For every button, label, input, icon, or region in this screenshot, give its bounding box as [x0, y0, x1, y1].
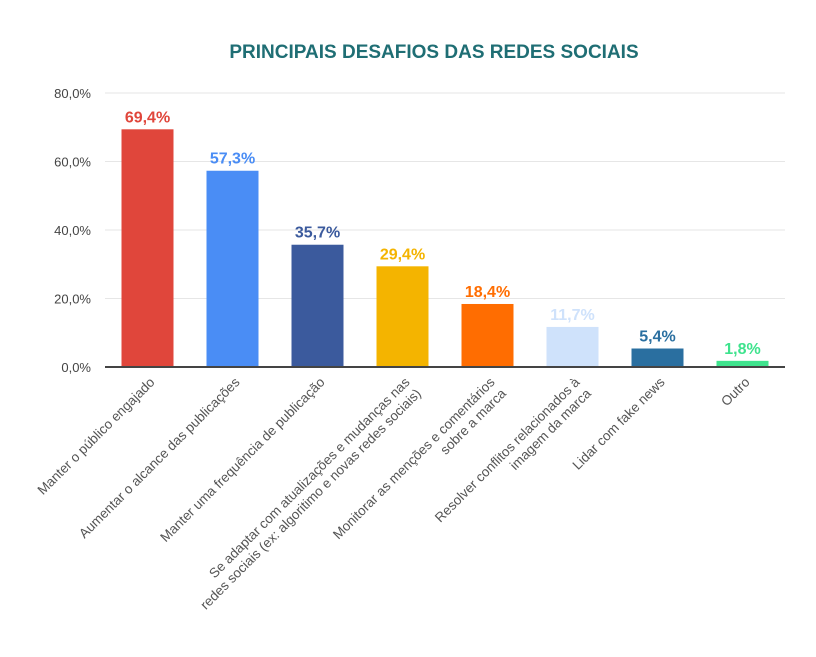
y-tick-label: 60,0% [54, 155, 91, 170]
category-label-line: Outro [718, 375, 752, 409]
bar [376, 266, 429, 367]
data-label: 29,4% [380, 246, 425, 263]
data-label: 35,7% [295, 225, 340, 242]
category-label-line: Se adaptar com atualizações e mudanças n… [206, 374, 413, 581]
bar [631, 348, 684, 367]
bar [546, 326, 599, 367]
category-label: Manter uma frequência de publicação [157, 375, 327, 545]
data-label: 69,4% [125, 109, 170, 126]
category-label-line: Aumentar o alcance das publicações [76, 374, 243, 541]
data-label: 5,4% [639, 329, 675, 346]
category-label: Outro [718, 375, 752, 409]
category-label: Aumentar o alcance das publicações [76, 374, 243, 541]
category-label-line: Manter uma frequência de publicação [157, 375, 327, 545]
y-tick-label: 80,0% [54, 86, 91, 101]
category-label: Resolver conflitos relacionados àimagem … [432, 374, 594, 525]
y-tick-label: 20,0% [54, 292, 91, 307]
y-axis-ticks: 0,0% 20,0% 40,0% 60,0% 80,0% [54, 86, 91, 375]
category-label-line: redes sociais (ex: algoritimo e novas re… [197, 386, 424, 613]
data-label: 57,3% [210, 151, 255, 168]
chart-title: PRINCIPAIS DESAFIOS DAS REDES SOCIAIS [229, 42, 638, 63]
bar [716, 360, 769, 367]
bars [121, 129, 769, 367]
data-labels: 69,4% 57,3% 35,7% 29,4% 18,4% 11,7% 5,4% 1,8% [125, 109, 761, 358]
y-tick-label: 40,0% [54, 223, 91, 238]
bar [291, 244, 344, 367]
data-label: 1,8% [724, 341, 760, 358]
bar [121, 129, 174, 367]
data-label: 18,4% [465, 284, 510, 301]
data-label: 11,7% [550, 307, 594, 324]
y-tick-label: 0,0% [61, 360, 91, 375]
bar [461, 303, 514, 367]
bar [206, 170, 259, 367]
